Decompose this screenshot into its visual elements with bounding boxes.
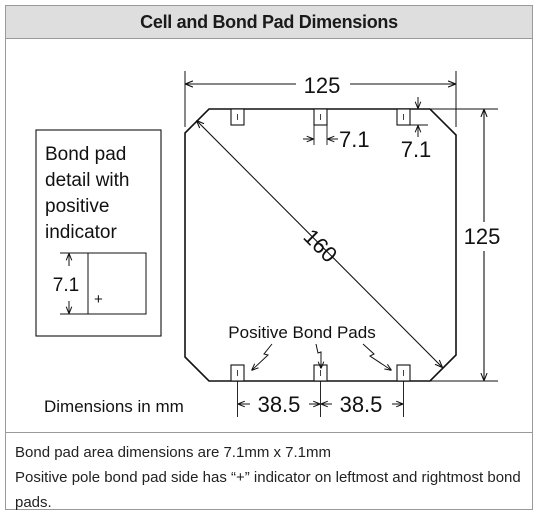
leader-middle: [315, 343, 321, 368]
caption: Bond pad area dimensions are 7.1mm x 7.1…: [6, 432, 532, 511]
bottom-spacing-right-label: 38.5: [340, 392, 383, 417]
leader-right: [362, 343, 391, 370]
pad-width-label: 7.1: [339, 127, 370, 152]
diagonal-dimension-line: [197, 121, 442, 367]
detail-title-line1: Bond pad: [45, 144, 126, 165]
units-label: Dimensions in mm: [44, 397, 184, 416]
leader-left: [252, 343, 273, 370]
figure-frame: Cell and Bond Pad Dimensions 160 125: [5, 5, 533, 511]
detail-title-line2: detail with: [45, 170, 130, 191]
bottom-spacing-left-label: 38.5: [258, 392, 301, 417]
cell-diagram: 160 125 125 7.1: [35, 71, 501, 417]
detail-title-line4: indicator: [45, 222, 117, 243]
diagram-area: 160 125 125 7.1: [6, 39, 532, 432]
pad-height-label: 7.1: [401, 137, 432, 162]
positive-pads-label: Positive Bond Pads: [228, 323, 375, 342]
cell-height-label: 125: [464, 224, 501, 249]
caption-line-1: Bond pad area dimensions are 7.1mm x 7.1…: [15, 444, 331, 461]
detail-title-line3: positive: [45, 196, 109, 217]
detail-plus-symbol: +: [94, 291, 103, 308]
figure-title: Cell and Bond Pad Dimensions: [140, 11, 398, 32]
caption-line-2: Positive pole bond pad side has “+” indi…: [15, 469, 521, 511]
detail-dimension-label: 7.1: [53, 275, 79, 296]
title-bar: Cell and Bond Pad Dimensions: [6, 6, 532, 39]
detail-pad-square: [87, 252, 147, 315]
cell-width-label: 125: [304, 73, 341, 98]
